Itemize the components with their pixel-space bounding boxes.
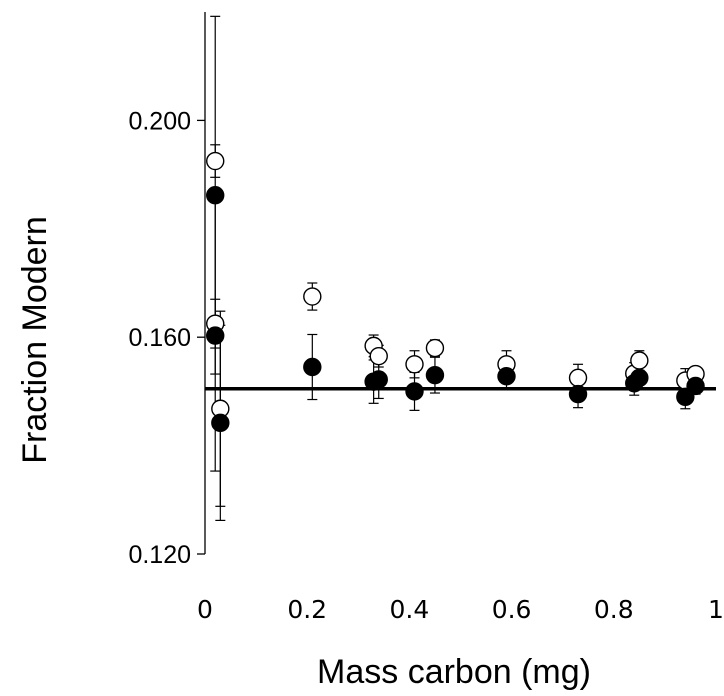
x-tick-label: 0.8	[594, 595, 634, 624]
filled-data-point	[303, 357, 322, 377]
filled-data-point	[425, 365, 445, 385]
open-data-point	[405, 355, 424, 374]
x-tick-label: 0	[197, 595, 213, 624]
plot-area: 0.120 0.160 0.200 0 0.2 0.4 0.6 0.8 1	[128, 12, 724, 624]
x-tick-label: 1	[708, 595, 724, 624]
y-axis-label: Fraction Modern	[16, 216, 54, 464]
open-data-point	[303, 287, 322, 306]
filled-data-point	[686, 376, 705, 396]
open-data-point	[206, 151, 225, 171]
open-data-point	[568, 368, 588, 388]
filled-data-point	[211, 413, 230, 433]
filled-data-point	[206, 326, 225, 345]
x-tick-label: 0.2	[287, 595, 327, 624]
filled-data-point	[568, 384, 588, 404]
filled-data-point	[405, 382, 424, 401]
y-tick-label: 0.200	[128, 107, 191, 135]
filled-data-point	[369, 370, 388, 389]
x-axis-label: Mass carbon (mg)	[317, 653, 591, 691]
y-tick-label: 0.120	[128, 541, 191, 569]
filled-data-point	[497, 367, 516, 386]
x-tick-label: 0.6	[492, 595, 532, 624]
open-data-point	[425, 338, 445, 358]
y-tick-label: 0.160	[128, 324, 191, 352]
open-data-point	[369, 346, 388, 366]
filled-data-point	[206, 185, 225, 205]
open-data-point	[630, 351, 649, 370]
x-tick-label: 0.4	[390, 595, 430, 624]
filled-data-point	[630, 368, 649, 388]
